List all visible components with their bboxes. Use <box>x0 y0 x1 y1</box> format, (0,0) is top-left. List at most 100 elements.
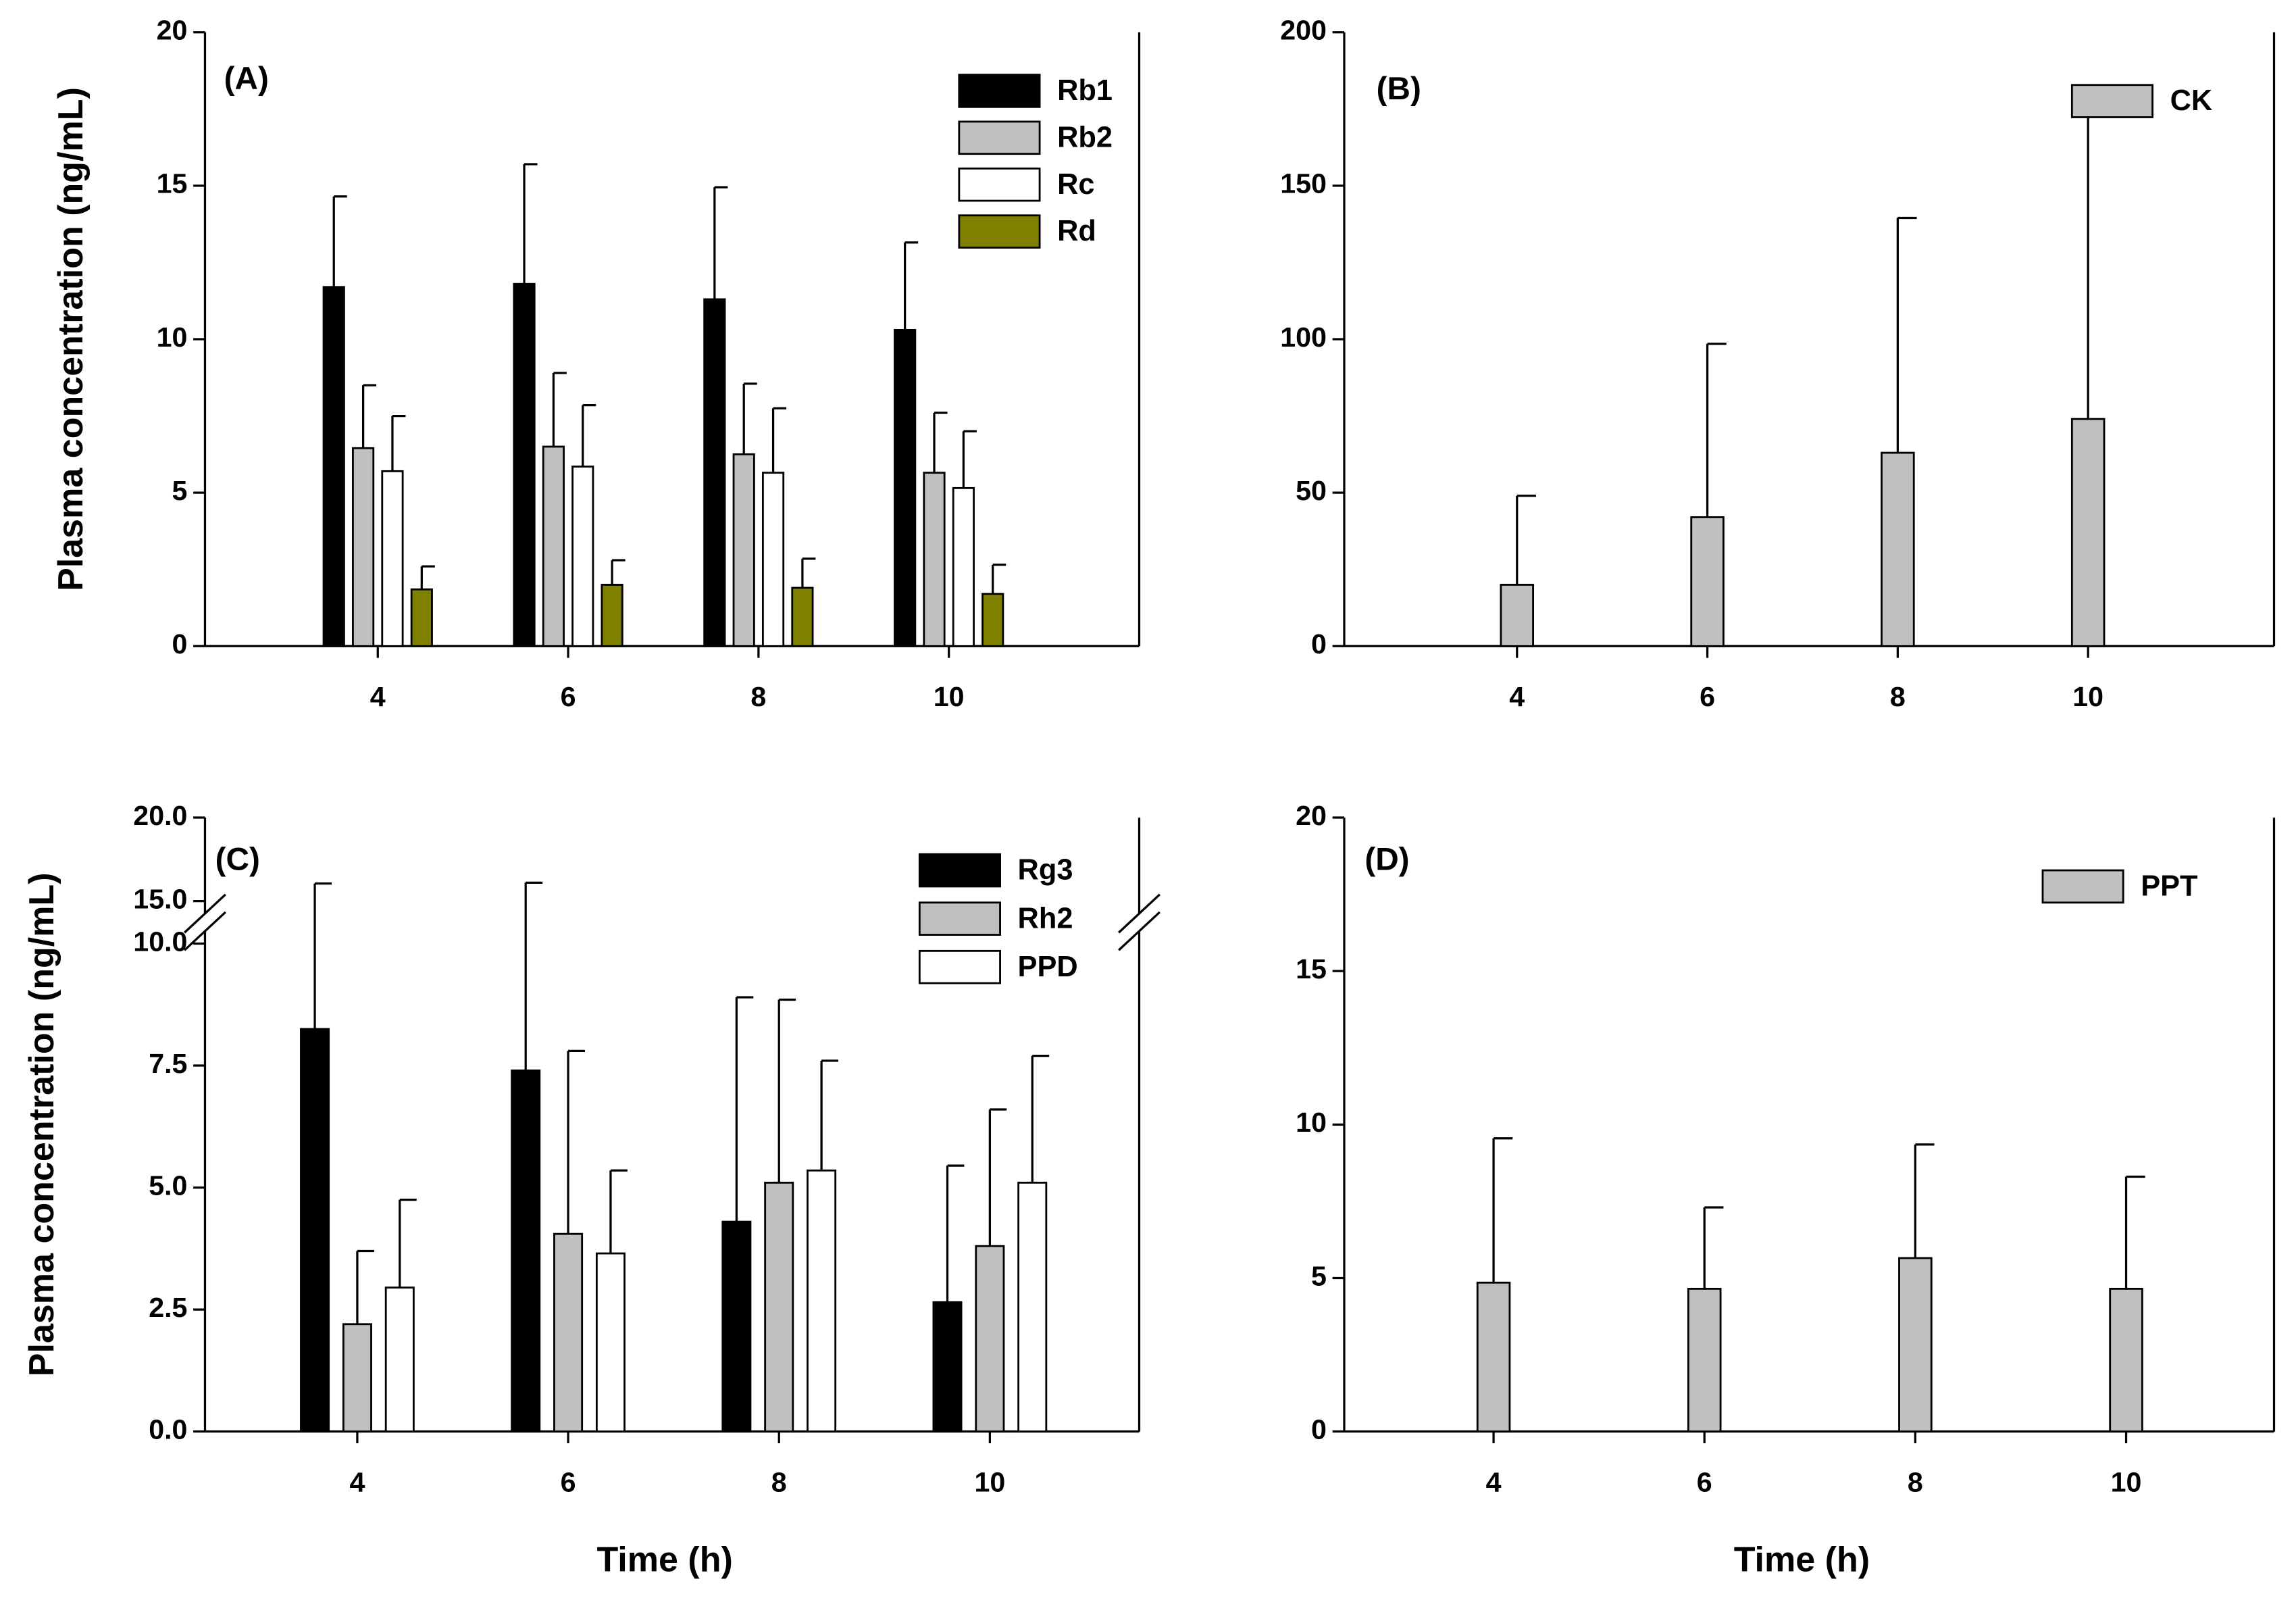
legend-swatch <box>2041 869 2124 904</box>
bar <box>981 593 1004 647</box>
error-bar <box>567 1049 586 1234</box>
x-tick-label: 4 <box>1486 1467 1502 1498</box>
x-tick-label: 10 <box>934 681 965 712</box>
axis-break <box>1118 893 1160 934</box>
error-bar <box>1516 495 1536 585</box>
x-tick-label: 4 <box>1509 681 1525 712</box>
y-tick-label: 50 <box>1296 475 1327 506</box>
error-bar <box>820 1059 839 1171</box>
error-bar <box>2087 86 2108 420</box>
bar <box>1017 1181 1048 1433</box>
error-bar <box>361 384 377 449</box>
legend-swatch <box>958 74 1041 108</box>
error-bar <box>524 881 543 1071</box>
error-bar <box>988 1108 1007 1247</box>
error-bar <box>1914 1143 1935 1258</box>
x-tick-label: 6 <box>1697 1467 1712 1498</box>
axis-break <box>1118 911 1160 951</box>
legend-swatch <box>958 167 1041 202</box>
y-tick-label: 15.0 <box>133 883 187 914</box>
bar <box>322 286 345 647</box>
x-tick-label: 4 <box>349 1467 365 1498</box>
x-tick-label: 4 <box>370 681 386 712</box>
y-tick-label: 20.0 <box>133 800 187 831</box>
legend-swatch <box>918 901 1001 936</box>
error-bar <box>1703 1206 1724 1289</box>
error-bar <box>523 163 538 284</box>
error-bar <box>391 414 406 472</box>
legend-label: PPT <box>2141 870 2198 903</box>
y-tick-label: 0 <box>1311 628 1327 659</box>
y-tick-label: 200 <box>1280 15 1327 46</box>
bar <box>1881 451 1915 647</box>
panel-title: (C) <box>215 842 260 878</box>
error-bar <box>552 372 567 447</box>
bar <box>384 1286 415 1433</box>
bar <box>703 298 726 647</box>
y-tick-label: 0 <box>172 628 188 659</box>
x-tick-label: 10 <box>974 1467 1005 1498</box>
x-tick-label: 6 <box>561 681 576 712</box>
bar <box>342 1323 372 1433</box>
error-bar <box>399 1198 417 1288</box>
y-tick-label: 100 <box>1280 322 1327 353</box>
legend-swatch <box>918 853 1001 888</box>
bar <box>1898 1257 1933 1433</box>
bar <box>923 472 946 647</box>
panel-title: (D) <box>1364 842 1409 878</box>
y-tick-label: 5 <box>1311 1260 1327 1291</box>
bar <box>1500 584 1535 647</box>
legend-swatch <box>2070 84 2153 118</box>
error-bar <box>713 186 728 299</box>
y-tick-label: 10 <box>157 322 188 353</box>
x-tick-label: 8 <box>771 1467 787 1498</box>
error-bar <box>992 564 1006 595</box>
legend-label: Rh2 <box>1018 902 1073 934</box>
bar <box>807 1169 837 1433</box>
error-bar <box>777 998 796 1183</box>
x-tick-label: 10 <box>2072 681 2103 712</box>
legend-swatch <box>918 949 1001 984</box>
x-tick-label: 8 <box>1908 1467 1923 1498</box>
legend-label: Rg3 <box>1018 854 1073 886</box>
bar <box>721 1220 752 1433</box>
error-bar <box>1896 216 1917 453</box>
y-tick-label: 5.0 <box>149 1170 187 1201</box>
error-bar <box>1706 343 1727 518</box>
error-bar <box>1031 1054 1050 1183</box>
y-tick-label: 5 <box>172 475 188 506</box>
error-bar <box>356 1249 374 1324</box>
legend-label: CK <box>2170 84 2213 117</box>
panel-title: (A) <box>224 61 269 97</box>
x-tick-label: 6 <box>561 1467 576 1498</box>
error-bar <box>801 557 816 588</box>
legend-swatch <box>958 214 1041 249</box>
error-bar <box>735 996 754 1222</box>
bar <box>542 445 565 647</box>
error-bar <box>933 411 948 473</box>
bar <box>2109 1287 2143 1433</box>
x-axis-title: Time (h) <box>596 1540 732 1579</box>
y-tick-label: 2.5 <box>149 1292 187 1323</box>
bar <box>381 470 404 647</box>
bar <box>732 453 755 647</box>
y-tick-label: 10 <box>1296 1107 1327 1138</box>
bar <box>952 486 975 647</box>
bar <box>2070 418 2106 647</box>
y-tick-label: 15 <box>157 168 188 199</box>
y-axis-title: Plasma concentration (ng/mL) <box>51 87 91 591</box>
bar <box>300 1028 330 1433</box>
x-tick-label: 8 <box>1890 681 1906 712</box>
x-axis-title: Time (h) <box>1734 1540 1870 1579</box>
y-tick-label: 0 <box>1311 1414 1327 1445</box>
bar <box>791 586 814 647</box>
bar <box>761 472 785 647</box>
error-bar <box>946 1164 965 1303</box>
error-bar <box>742 382 757 455</box>
x-tick-label: 6 <box>1700 681 1715 712</box>
error-bar <box>1492 1137 1513 1283</box>
bar <box>975 1245 1005 1433</box>
bar <box>553 1232 584 1433</box>
y-tick-label: 150 <box>1280 168 1327 199</box>
y-axis-title: Plasma concentration (ng/mL) <box>22 872 61 1376</box>
